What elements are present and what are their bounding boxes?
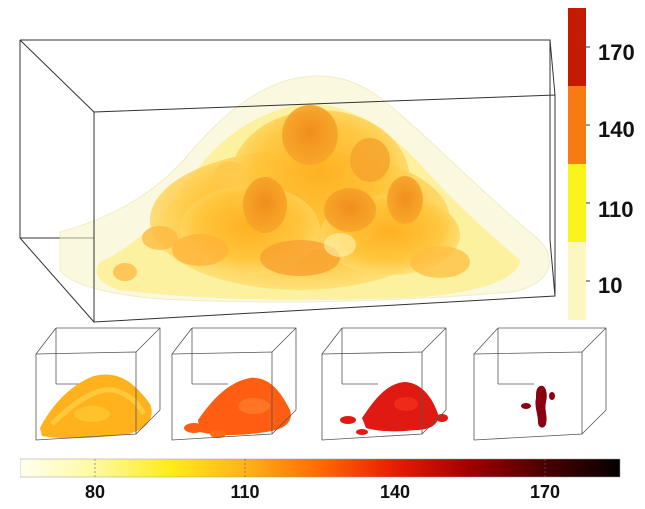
bounding-box-front [19, 39, 556, 323]
colorbar-segment [568, 242, 586, 320]
colorbar-tick-label: 140 [598, 117, 635, 142]
colorbar-tick-label: 10 [598, 273, 623, 298]
colorbar-segment [568, 164, 586, 243]
colorbar-tick-label: 170 [598, 40, 635, 65]
panel-iso-140 [321, 327, 448, 441]
colorbar-tick-label: 110 [598, 197, 634, 222]
colorbar-segment [568, 86, 586, 165]
colorbar-gradient [20, 458, 621, 478]
inner-isosurface [113, 105, 470, 290]
colorbar-tick-label: 80 [84, 482, 106, 502]
main-volume-render [19, 39, 556, 323]
horizontal-colorbar [20, 458, 621, 478]
colorbar-segment [568, 8, 586, 87]
panel-iso-80 [35, 327, 161, 441]
panel-iso-110 [171, 327, 297, 441]
vertical-colorbar [568, 8, 590, 320]
colorbar-tick-label: 110 [230, 482, 260, 502]
colorbar-tick-label: 140 [379, 482, 411, 502]
panel-iso-170 [473, 327, 607, 441]
colorbar-tick-label: 170 [529, 482, 561, 502]
